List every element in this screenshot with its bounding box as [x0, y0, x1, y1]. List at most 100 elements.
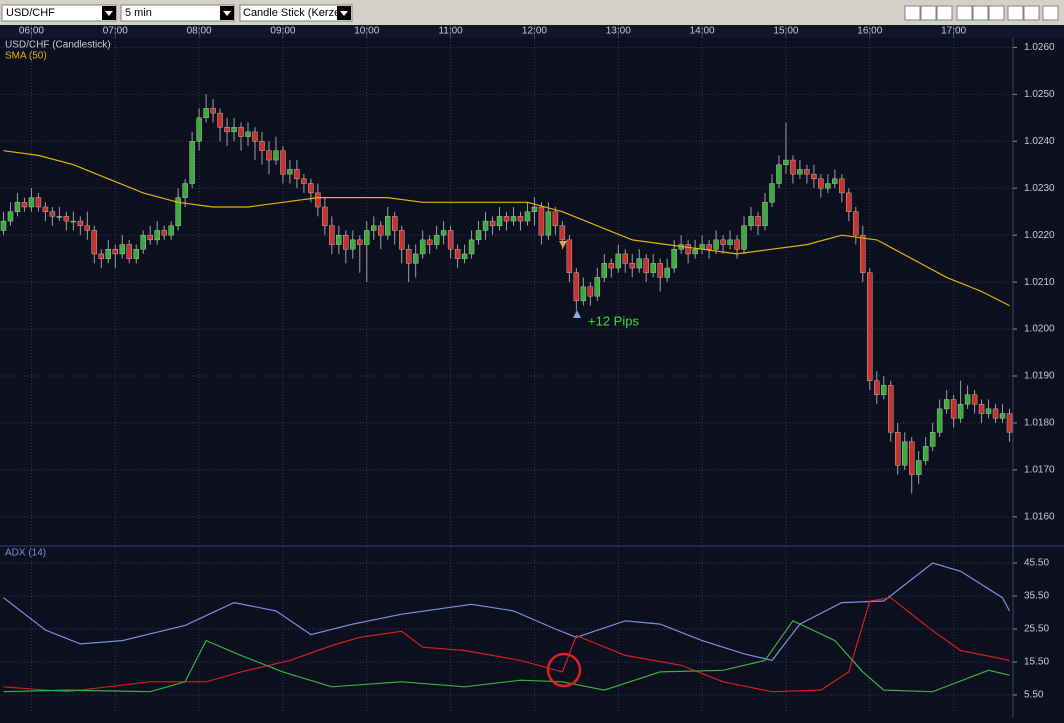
candle-body	[489, 220, 496, 226]
candle-body	[950, 399, 957, 419]
candle-body	[433, 234, 440, 245]
candle-body	[985, 408, 992, 414]
tool-button[interactable]	[936, 5, 953, 21]
y-tick-label: 1.0170	[1024, 465, 1055, 476]
candle-body	[769, 183, 775, 203]
candle-body	[231, 126, 237, 133]
plot: 1.0260 1.0250 1.0240 1.0230 1.0220 1.0210 1.02…	[0, 25, 1055, 712]
x-tick-label: 12:00	[522, 26, 547, 37]
candle-body	[720, 239, 726, 245]
candle-body	[692, 249, 698, 255]
tool-button[interactable]	[972, 5, 989, 21]
candle-body	[56, 216, 63, 218]
interval: 5 min	[125, 7, 152, 19]
candle-body	[161, 230, 167, 236]
candle-body	[580, 286, 587, 302]
candle-body	[287, 169, 293, 175]
candle-body	[629, 263, 635, 269]
y-tick-label: 1.0220	[1024, 230, 1055, 241]
x-tick-label: 14:00	[690, 26, 715, 37]
candle-body	[461, 253, 468, 259]
x-tick-label: 16:00	[857, 26, 882, 37]
candle-body	[238, 126, 244, 137]
candle-body	[482, 220, 489, 231]
candle-body	[0, 220, 7, 231]
candle-body	[978, 403, 985, 414]
tool-button[interactable]	[1007, 5, 1024, 21]
candle-body	[189, 141, 195, 184]
candle-body	[301, 178, 307, 184]
candle-body	[419, 239, 426, 255]
candle-body	[168, 225, 174, 236]
candle-body	[343, 234, 349, 250]
candle-body	[91, 230, 98, 255]
candle-body	[182, 183, 188, 198]
chart-type-select[interactable]	[239, 4, 353, 22]
candle-body	[895, 432, 901, 466]
candle-body	[685, 244, 691, 255]
candle-body	[440, 230, 447, 236]
tool-button[interactable]	[1042, 5, 1059, 21]
candle-body	[322, 206, 328, 226]
y-tick-label: 1.0180	[1024, 418, 1055, 429]
candle-body	[154, 230, 160, 241]
buy-signal	[573, 310, 581, 318]
x-tick-label: 13:00	[606, 26, 631, 37]
candle-body	[475, 230, 482, 241]
y-tick-label: 1.0160	[1024, 511, 1055, 522]
candle-body	[839, 178, 845, 194]
candle-body	[259, 141, 265, 151]
candle-body	[755, 216, 761, 226]
candle-body	[517, 216, 524, 222]
candle-body	[587, 286, 594, 297]
candle-body	[853, 211, 859, 236]
tool-button[interactable]	[988, 5, 1005, 21]
toolbar: USD/CHF 5 min Candle Stick (Kerze	[0, 0, 1064, 25]
candle-body	[643, 258, 649, 273]
candle-body	[496, 216, 503, 226]
tool-button[interactable]	[904, 5, 921, 21]
y-tick-label: 45.50	[1024, 558, 1049, 569]
candle-body	[860, 234, 866, 273]
candle-body	[713, 239, 719, 250]
y-tick-label: 1.0190	[1024, 371, 1055, 382]
x-tick-label: 07:00	[103, 26, 128, 37]
candle-body	[405, 249, 412, 264]
candle-body	[1006, 413, 1013, 433]
candle-body	[971, 394, 978, 405]
chart-type: Candle Stick (Kerze	[243, 7, 340, 19]
dropdown-arrow	[105, 11, 113, 16]
candle-body	[510, 216, 517, 222]
candle-body	[804, 169, 810, 175]
candle-body	[42, 206, 49, 212]
candle-body	[364, 230, 370, 245]
symbol: USD/CHF	[6, 7, 55, 19]
tool-button[interactable]	[956, 5, 973, 21]
candle-body	[901, 441, 908, 466]
candle-body	[538, 206, 545, 236]
candle-body	[140, 234, 146, 250]
candle-body	[964, 394, 971, 405]
candle-body	[378, 225, 384, 236]
line-series	[3, 562, 1011, 662]
candle-body	[385, 216, 391, 236]
candle-body	[671, 249, 677, 269]
x-tick-label: 06:00	[19, 26, 44, 37]
highlight-circle	[546, 652, 582, 688]
candle-body	[147, 234, 153, 241]
tool-button[interactable]	[1023, 5, 1040, 21]
x-tick-label: 11:00	[438, 26, 463, 37]
tool-button[interactable]	[920, 5, 937, 21]
candle-body	[245, 131, 251, 137]
candle-body	[832, 178, 838, 184]
candle-body	[266, 150, 272, 161]
candle-body	[874, 380, 880, 395]
chart-title: USD/CHF (Candlestick)	[5, 40, 111, 51]
candle-body	[98, 253, 105, 259]
candle-body	[196, 117, 202, 142]
candle-body	[797, 169, 803, 175]
candle-body	[734, 239, 740, 250]
candle-body	[503, 216, 510, 222]
y-tick-label: 1.0260	[1024, 42, 1055, 53]
